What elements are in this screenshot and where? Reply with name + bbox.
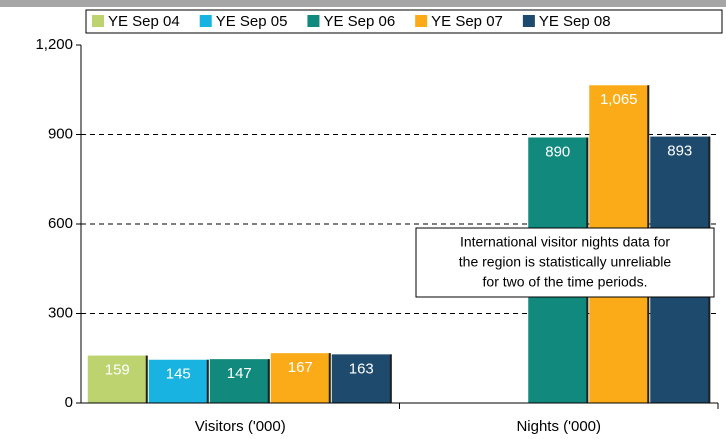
header-bar — [0, 0, 726, 7]
y-tick-label: 600 — [48, 215, 73, 232]
legend-label: YE Sep 05 — [216, 13, 288, 30]
bar — [209, 359, 270, 403]
annotation-text: for two of the time periods. — [483, 274, 648, 290]
y-tick-label: 300 — [48, 304, 73, 321]
value-label: 890 — [545, 143, 570, 160]
bar-shadow — [145, 355, 148, 403]
legend-label: YE Sep 04 — [108, 13, 180, 30]
annotation-text: the region is statistically unreliable — [459, 254, 672, 270]
bar-shadow — [328, 353, 331, 403]
annotation-box — [415, 227, 715, 298]
legend-swatch — [199, 15, 212, 27]
legend-swatch — [522, 15, 535, 27]
bar — [148, 359, 209, 403]
bar — [87, 355, 148, 403]
x-tick-label: Nights ('000) — [516, 418, 601, 435]
value-label: 147 — [227, 365, 252, 382]
legend-label: YE Sep 07 — [431, 13, 503, 30]
legend-label: YE Sep 08 — [539, 13, 611, 30]
value-label: 163 — [349, 360, 374, 377]
y-tick-label: 1,200 — [35, 36, 73, 53]
legend-swatch — [307, 15, 320, 27]
value-label: 1,065 — [600, 91, 638, 108]
y-tick-label: 900 — [48, 125, 73, 142]
x-tick-label: Visitors ('000) — [195, 418, 286, 435]
value-label: 159 — [105, 362, 130, 379]
bar-shadow — [389, 354, 392, 403]
legend-label: YE Sep 06 — [323, 13, 395, 30]
y-tick-label: 0 — [65, 394, 73, 411]
value-label: 167 — [288, 359, 313, 376]
legend-swatch — [92, 15, 104, 27]
legend-swatch — [415, 15, 428, 27]
bar-shadow — [206, 359, 209, 403]
annotation-text: International visitor nights data for — [460, 234, 670, 250]
bar — [270, 353, 331, 403]
value-label: 893 — [667, 143, 692, 160]
value-label: 145 — [166, 366, 191, 383]
bar — [331, 354, 392, 403]
bar-shadow — [267, 359, 270, 403]
legend-box — [85, 9, 723, 34]
